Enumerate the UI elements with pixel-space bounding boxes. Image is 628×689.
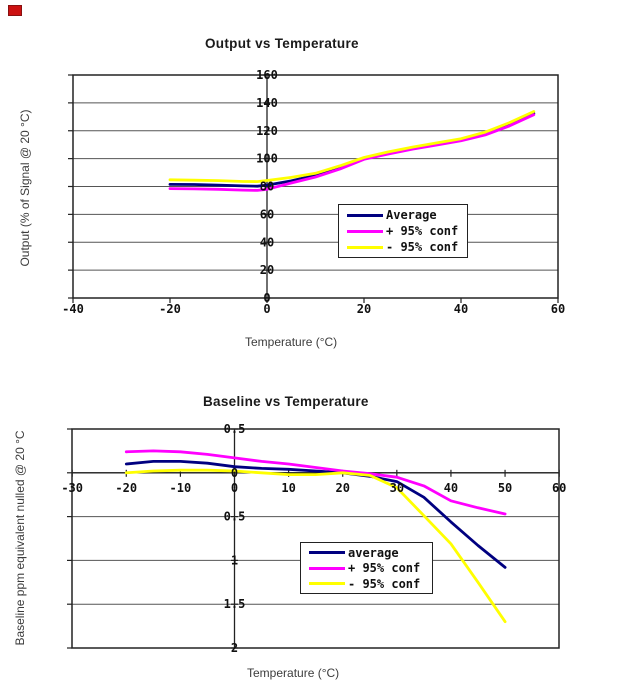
y-tick-label: 100 xyxy=(256,152,278,166)
chart2-title: Baseline vs Temperature xyxy=(203,394,369,409)
x-tick-label: 0 xyxy=(231,481,238,495)
legend-line-swatch xyxy=(347,229,383,233)
chart1-x-axis-title: Temperature (°C) xyxy=(245,335,338,349)
x-tick-label: 40 xyxy=(444,481,458,495)
legend-label: Average xyxy=(386,208,437,222)
chart1-legend: Average + 95% conf - 95% conf xyxy=(338,204,468,258)
y-tick-label: 80 xyxy=(260,180,274,194)
series-line-average xyxy=(168,111,536,188)
x-tick-label: 0 xyxy=(263,302,270,316)
x-tick-label: 10 xyxy=(281,481,295,495)
chart2-y-axis-title: Baseline ppm equivalent nulled @ 20 °C xyxy=(13,430,27,646)
legend-item: - 95% conf xyxy=(301,578,432,590)
legend-label: + 95% conf xyxy=(348,561,421,575)
y-tick-label: 0 xyxy=(263,291,270,305)
chart1-y-axis-title: Output (% of Signal @ 20 °C) xyxy=(18,109,32,267)
broken-image-icon xyxy=(8,5,22,16)
y-tick-label: 20 xyxy=(260,263,274,277)
chart1-title: Output vs Temperature xyxy=(205,36,359,51)
y-tick-label: 0.5 xyxy=(224,510,246,524)
legend-line-swatch xyxy=(309,582,345,585)
chart2-x-axis-title: Temperature (°C) xyxy=(247,666,340,680)
x-tick-label: 50 xyxy=(498,481,512,495)
y-tick-label: 40 xyxy=(260,235,274,249)
y-tick-label: 160 xyxy=(256,68,278,82)
plot-border xyxy=(72,74,559,299)
x-tick-label: -10 xyxy=(170,481,192,495)
legend-line-swatch xyxy=(309,551,345,554)
x-tick-label: -20 xyxy=(159,302,181,316)
legend-item: Average xyxy=(339,209,467,221)
chart2-legend: average + 95% conf - 95% conf xyxy=(300,542,433,594)
legend-label: average xyxy=(348,545,399,560)
x-tick-label: -30 xyxy=(61,481,83,495)
y-tick-label: 1.5 xyxy=(224,597,246,611)
y-tick-label: 60 xyxy=(260,207,274,221)
legend-item: + 95% conf xyxy=(301,562,432,574)
y-tick-label: 0.5 xyxy=(224,422,246,436)
series-line-average xyxy=(124,459,507,569)
legend-line-swatch xyxy=(347,213,383,217)
legend-item: average xyxy=(301,547,432,559)
legend-line-swatch xyxy=(347,245,383,249)
legend-label: - 95% conf xyxy=(386,240,459,254)
plot-border xyxy=(71,428,560,649)
legend-line-swatch xyxy=(309,566,345,570)
legend-label: + 95% conf xyxy=(386,224,459,238)
x-tick-label: 60 xyxy=(551,302,565,316)
y-tick-label: 0 xyxy=(231,466,238,480)
y-tick-label: 120 xyxy=(256,124,278,138)
x-tick-label: 60 xyxy=(552,481,566,495)
x-tick-label: 30 xyxy=(390,481,404,495)
y-tick-label: 140 xyxy=(256,96,278,110)
x-tick-label: 20 xyxy=(357,302,371,316)
series-line--95-conf xyxy=(168,113,536,192)
x-tick-label: -40 xyxy=(62,302,84,316)
x-tick-label: 40 xyxy=(454,302,468,316)
legend-item: - 95% conf xyxy=(339,241,467,253)
legend-item: + 95% conf xyxy=(339,225,467,237)
x-tick-label: 20 xyxy=(335,481,349,495)
legend-label: - 95% conf xyxy=(348,576,421,591)
y-tick-label: 1 xyxy=(231,553,238,567)
series-line--95-conf xyxy=(124,449,507,516)
y-tick-label: 2 xyxy=(231,641,238,655)
series-line--95-conf xyxy=(168,110,536,184)
series-line--95-conf xyxy=(124,468,507,624)
x-tick-label: -20 xyxy=(115,481,137,495)
